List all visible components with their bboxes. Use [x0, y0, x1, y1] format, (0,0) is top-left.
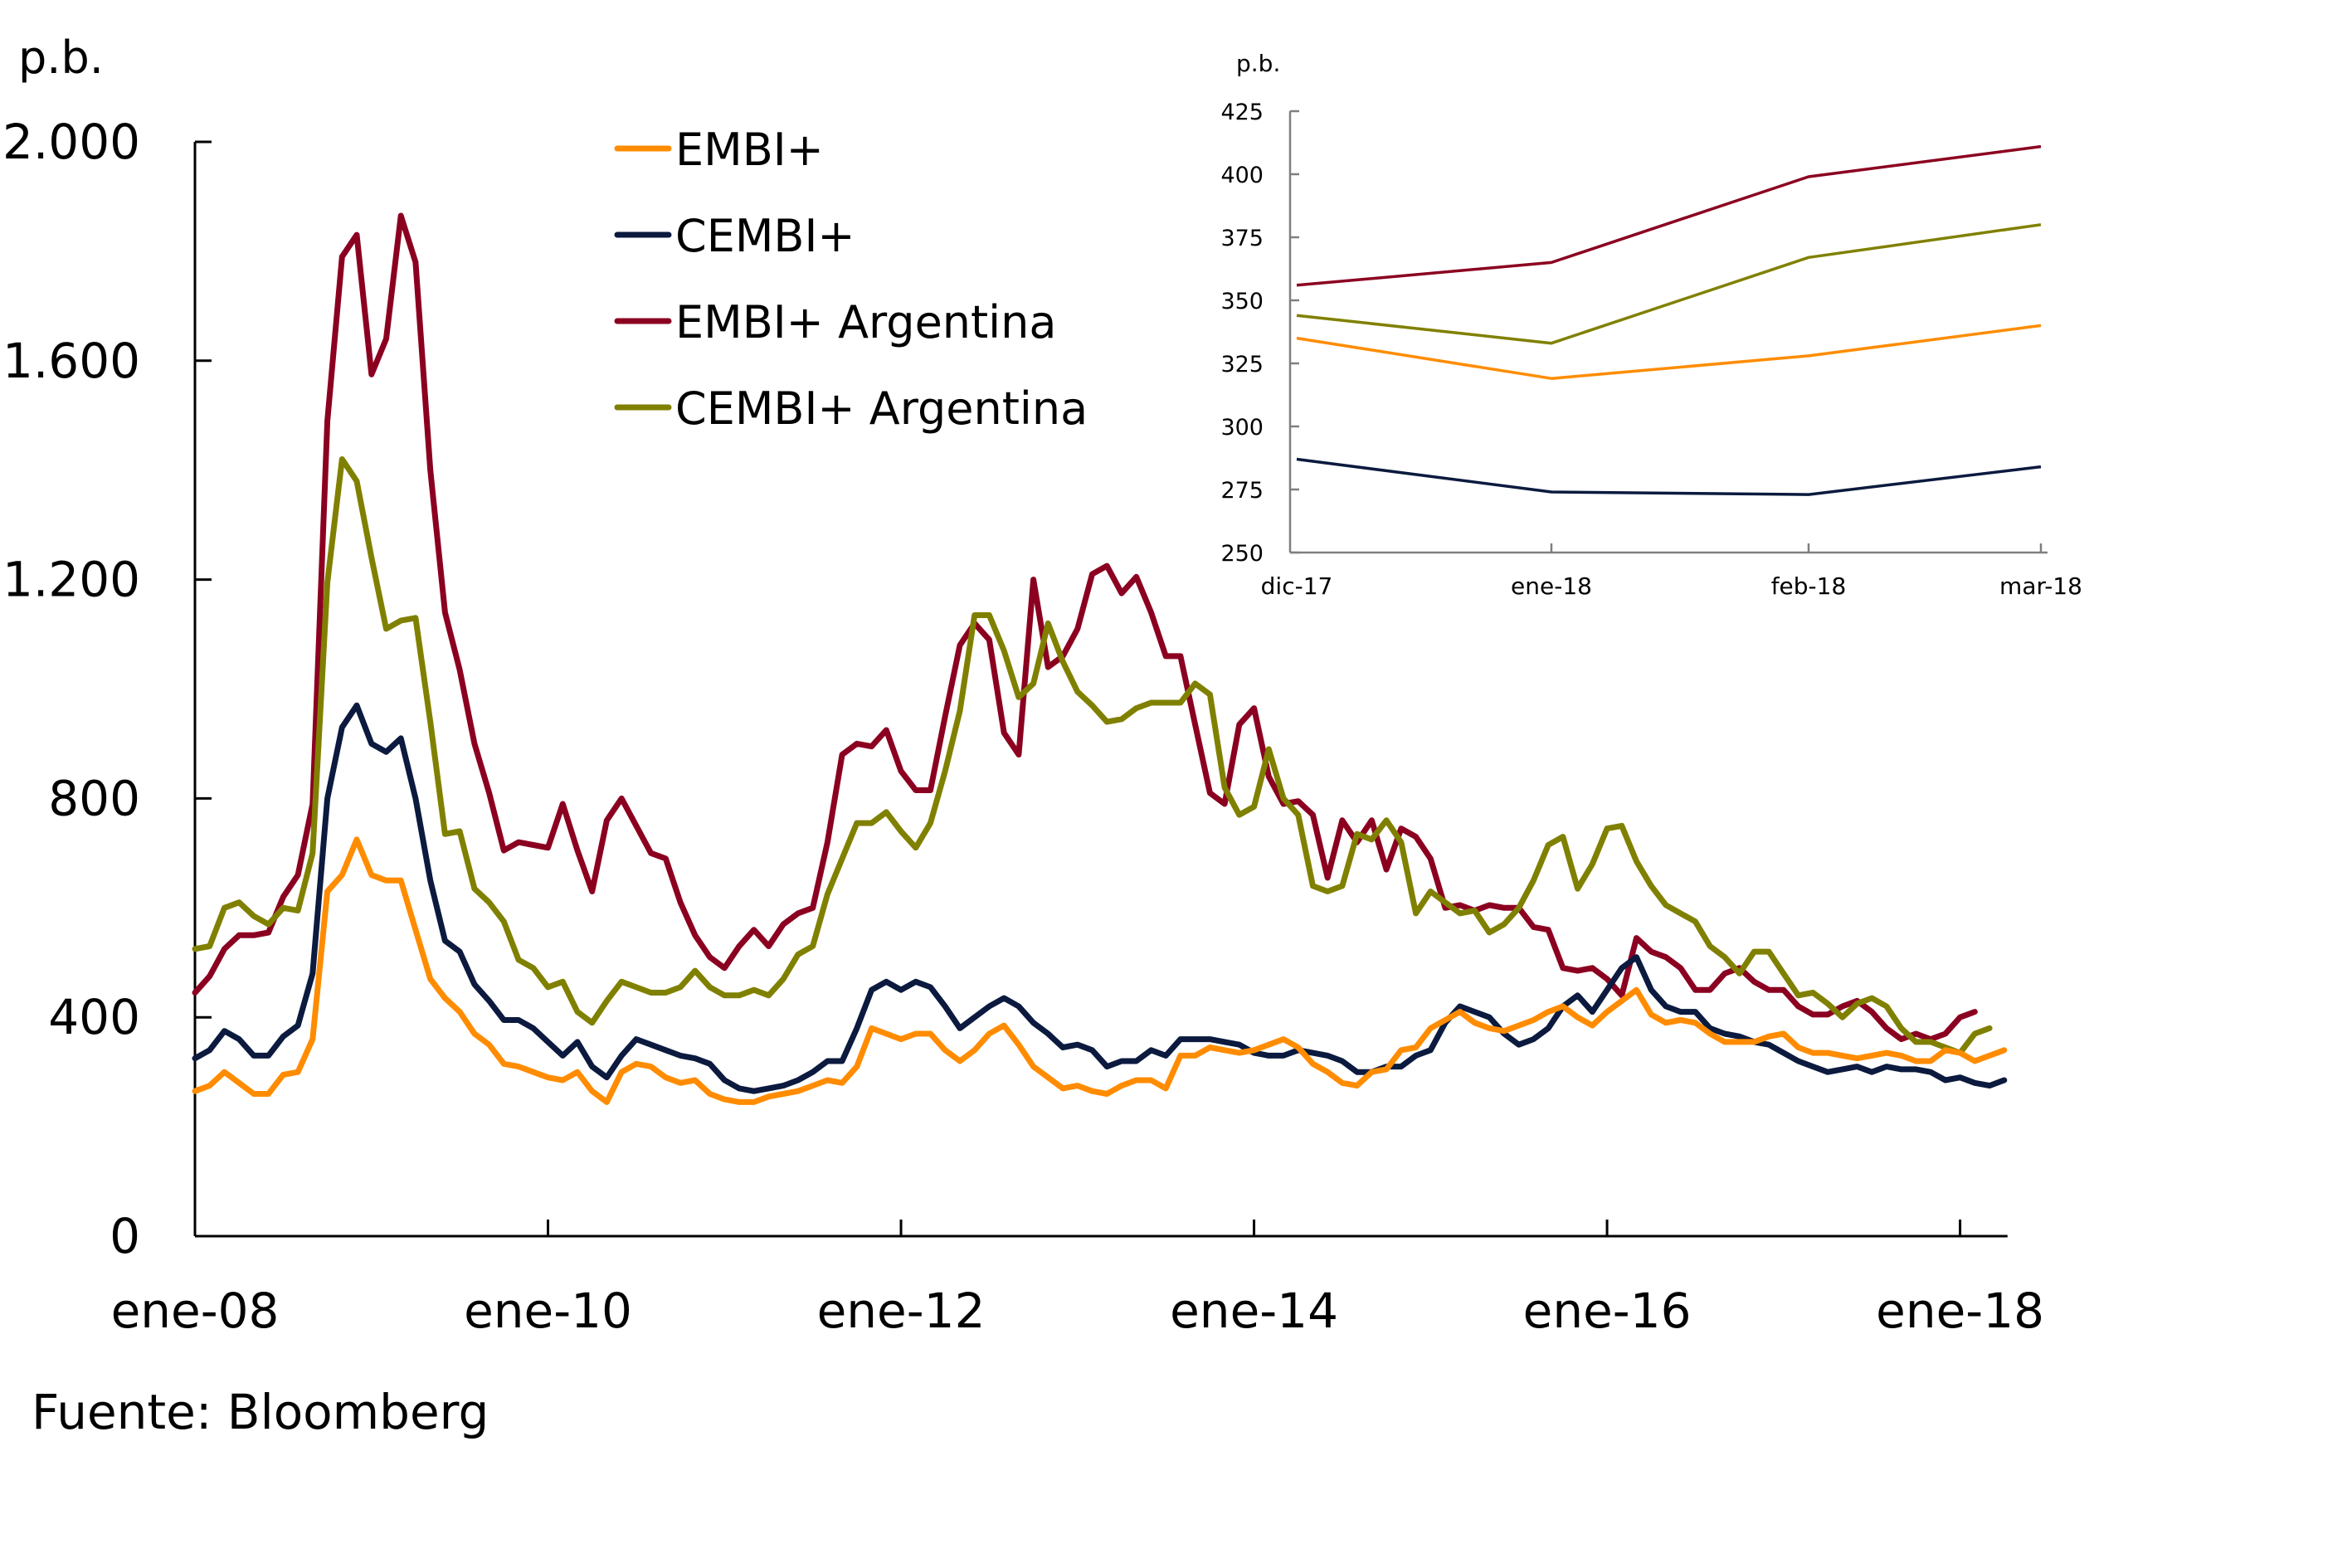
inset-x-tick-label: feb-18	[1771, 572, 1847, 600]
y-tick-label: 2.000	[2, 114, 140, 170]
inset-series-lines	[1296, 144, 2042, 496]
y-axis: 0 400 800 1.200 1.600 2.000	[2, 114, 212, 1264]
source-note: Fuente: Bloomberg	[32, 1384, 489, 1440]
legend-item-embi-plus: EMBI+	[614, 124, 824, 176]
x-tick-label: ene-16	[1523, 1283, 1692, 1339]
x-tick-label: ene-18	[1876, 1283, 2044, 1339]
legend-item-cembi-plus-argentina: CEMBI+ Argentina	[614, 382, 1088, 435]
y-tick-label: 800	[48, 770, 140, 826]
legend-label: CEMBI+	[675, 210, 855, 262]
inset-y-tick-label: 375	[1220, 226, 1264, 251]
x-tick-label: ene-14	[1170, 1283, 1338, 1339]
x-tick-label: ene-08	[111, 1283, 280, 1339]
inset-y-tick-label: 300	[1220, 415, 1264, 441]
y-tick-label: 400	[48, 989, 140, 1045]
legend: EMBI+ CEMBI+ EMBI+ Argentina CEMBI+ Argenti…	[614, 124, 1088, 435]
y-tick-label: 0	[110, 1208, 140, 1264]
y-axis-unit-label: p.b.	[18, 32, 104, 84]
series-lines	[192, 212, 2008, 1105]
inset-y-tick-label: 275	[1220, 478, 1264, 504]
series-line-cembi-plus	[192, 702, 2008, 1094]
x-tick-label: ene-12	[817, 1283, 986, 1339]
inset-y-tick-label: 400	[1220, 163, 1264, 188]
legend-item-cembi-plus: CEMBI+	[614, 210, 855, 262]
inset-x-tick-label: mar-18	[1999, 572, 2082, 600]
inset-y-axis-unit-label: p.b.	[1236, 50, 1280, 77]
inset-y-tick-label: 325	[1220, 352, 1264, 377]
inset-y-axis: 250 275 300 325 350 375 400 425	[1220, 100, 1299, 567]
x-tick-label: ene-10	[464, 1283, 632, 1339]
inset-y-tick-label: 250	[1220, 541, 1264, 567]
inset-series-line-cembi-plus-argentina	[1296, 223, 2042, 345]
series-line-embi-plus	[192, 836, 2008, 1105]
inset-series-line-cembi-plus	[1296, 457, 2042, 496]
legend-item-embi-plus-argentina: EMBI+ Argentina	[614, 296, 1057, 348]
inset-series-line-embi-plus-argentina	[1296, 144, 2042, 287]
y-tick-label: 1.200	[2, 552, 140, 608]
inset-y-tick-label: 425	[1220, 100, 1264, 125]
inset-x-tick-label: dic-17	[1261, 572, 1333, 600]
inset-chart: p.b. 250 275 300 325 350 375 400 425 dic-17 ene-…	[1220, 50, 2082, 600]
x-axis: ene-08 ene-10 ene-12 ene-14 ene-16 ene-18	[111, 1220, 2044, 1339]
inset-x-axis: dic-17 ene-18 feb-18 mar-18	[1261, 543, 2082, 600]
inset-x-tick-label: ene-18	[1511, 572, 1592, 600]
legend-label: EMBI+	[675, 124, 824, 176]
series-line-embi-plus-argentina	[192, 212, 1978, 1043]
legend-label: EMBI+ Argentina	[675, 296, 1057, 348]
inset-series-line-embi-plus	[1296, 324, 2042, 380]
legend-label: CEMBI+ Argentina	[675, 382, 1088, 435]
series-line-cembi-plus-argentina	[192, 456, 1993, 1056]
inset-y-tick-label: 350	[1220, 289, 1264, 314]
y-tick-label: 1.600	[2, 333, 140, 389]
